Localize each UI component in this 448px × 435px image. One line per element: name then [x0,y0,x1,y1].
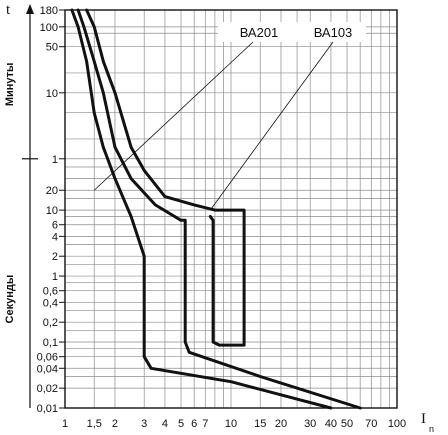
annotation-background [218,22,300,42]
plot-frame [64,9,398,409]
annotation-background [300,22,366,42]
x-axis-subscript: n [429,424,434,434]
x-tick-label: 1,5 [87,418,102,430]
x-tick-label: 3 [141,418,147,430]
y-tick-label: 1 [52,154,58,166]
y-tick-label: 180 [40,5,58,17]
x-tick-label: 20 [275,418,287,430]
x-tick-label: 5 [178,418,184,430]
y-tick-label: 0,2 [43,317,58,329]
annotation-leader-line [209,41,334,211]
series-1-line [70,8,333,410]
y-group-label-minutes: Минуты [4,63,16,107]
annotation-leader-line [93,41,254,191]
y-tick-label: 10 [46,88,58,100]
x-tick-label: 7 [202,418,208,430]
y-tick-label: 10 [46,205,58,217]
x-tick-label: 15 [254,418,266,430]
x-tick-label: 10 [225,418,237,430]
series-3-line [85,8,246,347]
x-axis-symbol: I [421,411,426,427]
y-tick-label: 6 [52,220,58,232]
y-group-label-seconds: Секунды [4,275,16,324]
tick-labels: 1 1,5 2 3 4 5 6 7 10 15 20 30 40 50 70 1001801005010120… [4,4,406,430]
x-tick-label: 6 [191,418,197,430]
x-tick-label: 2 [112,418,118,430]
annotation-label: ВА201 [240,25,279,40]
x-tick-label: 30 [304,418,316,430]
x-tick-label: 40 [325,418,337,430]
x-tick-label: 1 [62,418,68,430]
y-tick-label: 0,02 [37,383,58,395]
annotation-label: ВА103 [314,25,353,40]
series-2-line [76,8,362,410]
y-tick-label: 1 [52,271,58,283]
x-tick-label: 70 [365,418,377,430]
y-tick-label: 0,6 [43,286,58,298]
y-tick-label: 2 [52,251,58,263]
y-axis-arrow [26,4,34,14]
y-tick-label: 0,4 [43,297,58,309]
y-axis-symbol: t [6,2,11,18]
y-tick-label: 20 [46,185,58,197]
y-tick-label: 100 [40,22,58,34]
x-tick-label: 100 [388,418,406,430]
x-tick-label: 4 [162,418,168,430]
x-tick-label: 50 [341,418,353,430]
y-tick-label: 0,01 [37,403,58,415]
annotations: ВА201 ВА103 [93,22,366,211]
y-tick-label: 0,1 [43,337,58,349]
y-tick-label: 4 [52,231,58,243]
y-tick-label: 0,06 [37,352,58,364]
y-tick-label: 0,04 [37,363,58,375]
series-group [70,8,362,410]
y-tick-label: 50 [46,42,58,54]
